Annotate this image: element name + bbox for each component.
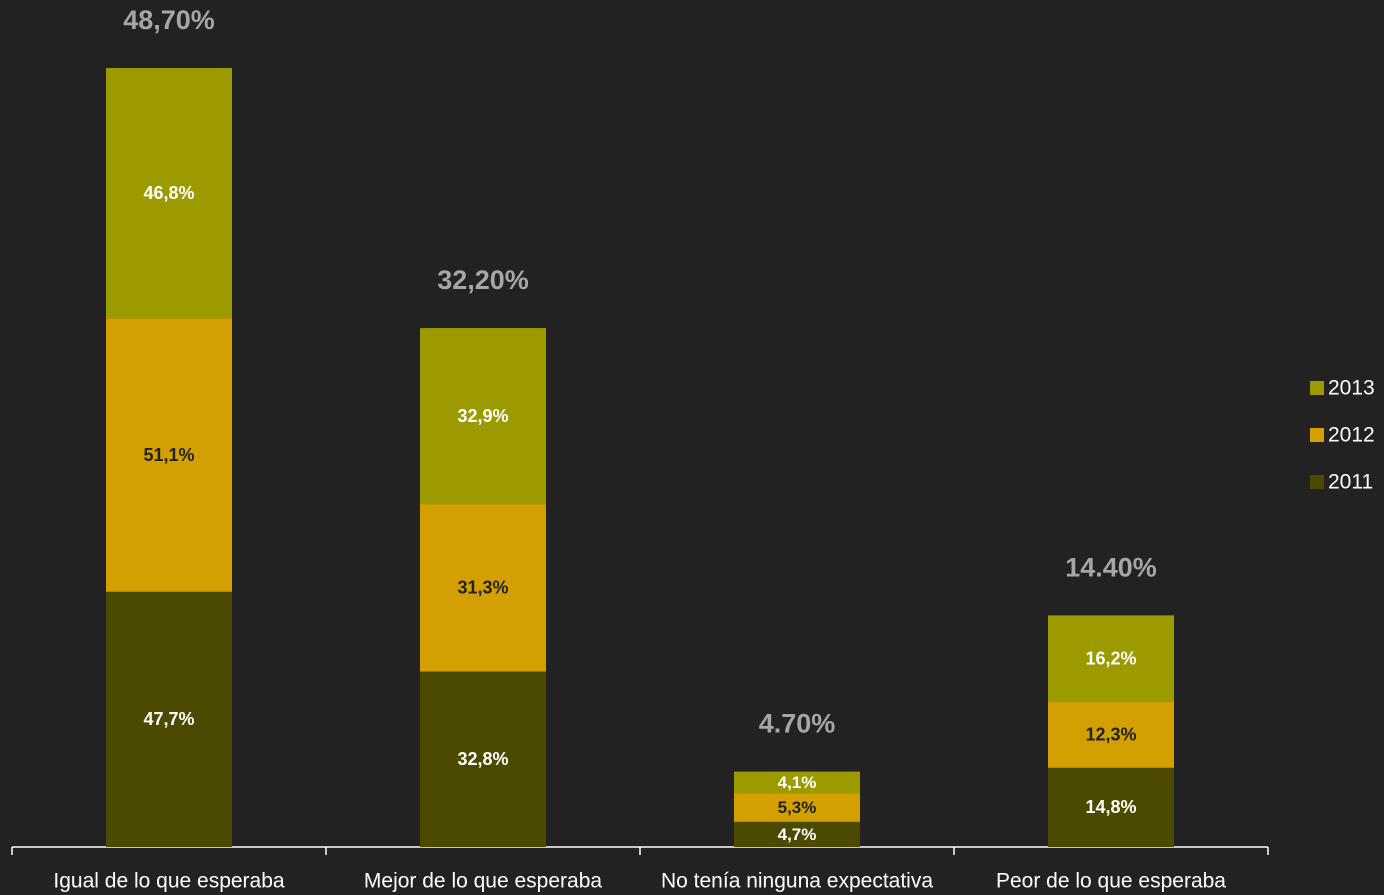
legend-label: 2013 [1328, 377, 1375, 400]
data-label: 32,9% [457, 406, 508, 426]
data-label: 16,2% [1085, 648, 1136, 668]
data-label: 4,7% [778, 825, 817, 844]
legend-swatch [1310, 475, 1324, 489]
legend-label: 2011 [1328, 471, 1373, 494]
bar-segment [420, 671, 546, 847]
total-label: 4.70% [759, 709, 836, 739]
x-tick-label: Peor de lo que esperaba [996, 870, 1226, 893]
x-tick-label: Igual de lo que esperaba [53, 870, 285, 893]
bar-segment [420, 328, 546, 505]
legend-swatch [1310, 381, 1324, 395]
total-label: 48,70% [123, 5, 215, 35]
data-label: 32,8% [457, 749, 508, 769]
data-label: 4,1% [778, 773, 817, 792]
data-label: 31,3% [457, 578, 508, 598]
bar-segment [1048, 767, 1174, 847]
data-label: 46,8% [143, 183, 194, 203]
data-label: 47,7% [143, 709, 194, 729]
data-label: 14,8% [1085, 797, 1136, 817]
bar-segment [734, 821, 860, 847]
legend-swatch [1310, 428, 1324, 442]
bar-segment [734, 771, 860, 794]
x-tick-label: No tenía ninguna expectativa [661, 870, 933, 893]
bar-segment [420, 504, 546, 672]
bar-segment [106, 591, 232, 847]
data-label: 12,3% [1085, 725, 1136, 745]
data-label: 51,1% [143, 445, 194, 465]
bar-segment [1048, 615, 1174, 703]
bar-segment [106, 68, 232, 319]
bar-segment [734, 793, 860, 822]
total-label: 14.40% [1065, 552, 1157, 582]
total-label: 32,20% [437, 265, 529, 295]
x-tick-label: Mejor de lo que esperaba [364, 870, 602, 893]
data-label: 5,3% [778, 798, 817, 817]
bar-segment [106, 318, 232, 592]
legend-label: 2012 [1328, 424, 1375, 447]
bar-segment [1048, 702, 1174, 768]
